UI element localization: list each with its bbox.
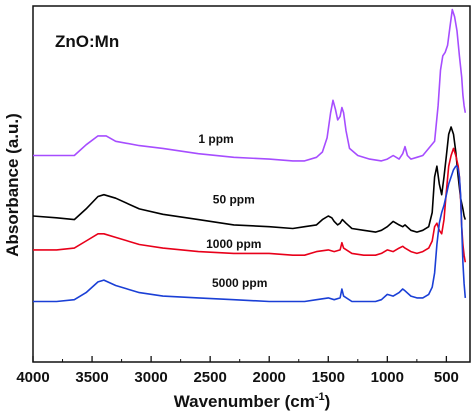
x-tick-label: 1000: [371, 369, 404, 386]
x-axis-title-sup: -1: [315, 391, 325, 403]
series-layer: [32, 8, 467, 303]
x-tick-label: 4000: [16, 369, 49, 386]
plot-frame: [32, 5, 471, 363]
x-tick-layer: 4000 3500 3000 2500 2000 1500 1000 500: [16, 356, 459, 386]
x-tick-label: 3500: [75, 369, 108, 386]
sample-label: ZnO:Mn: [55, 32, 119, 51]
x-tick-label: 3000: [134, 369, 167, 386]
series-line-50-ppm: [32, 126, 467, 233]
series-label-layer: 1 ppm 50 ppm 1000 ppm 5000 ppm: [198, 132, 267, 290]
series-line-1-ppm: [33, 8, 467, 162]
x-axis-title-suffix: ): [325, 392, 331, 411]
series-line-5000-ppm: [33, 165, 467, 303]
series-label-1-ppm: 1 ppm: [198, 132, 233, 146]
x-axis-title-main: Wavenumber (cm: [174, 392, 315, 411]
x-tick-label: 2000: [253, 369, 286, 386]
x-axis-title: Wavenumber (cm-1): [174, 391, 331, 411]
y-axis-title: Absorbance (a.u.): [3, 113, 22, 257]
x-tick-label: 1500: [312, 369, 345, 386]
x-tick-label: 500: [434, 369, 459, 386]
series-label-50-ppm: 50 ppm: [213, 193, 255, 207]
series-line-1000-ppm: [33, 147, 467, 263]
series-label-5000-ppm: 5000 ppm: [212, 276, 267, 290]
x-tick-label: 2500: [193, 369, 226, 386]
series-label-1000-ppm: 1000 ppm: [206, 237, 261, 251]
